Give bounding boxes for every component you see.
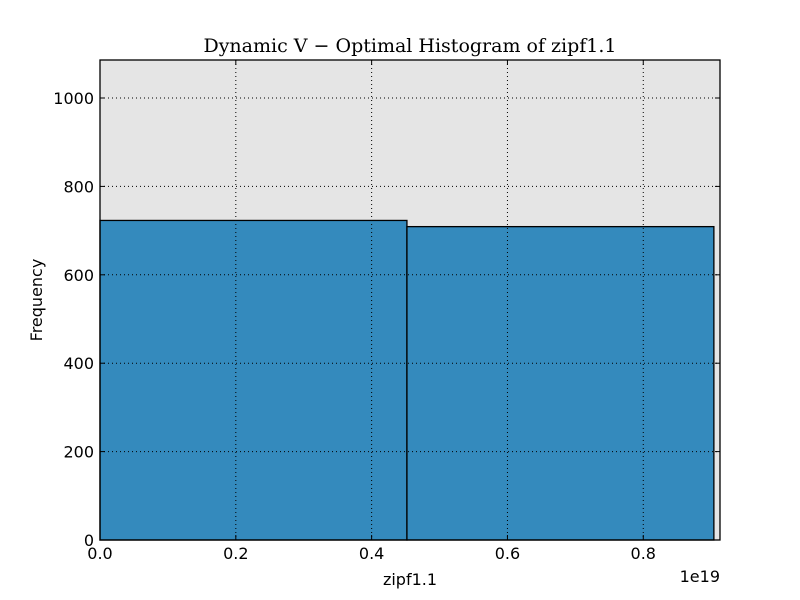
x-tick-label: 0.8 [631, 544, 656, 563]
y-axis-label: Frequency [27, 259, 46, 342]
y-tick-label: 400 [63, 354, 94, 373]
y-tick-label: 200 [63, 443, 94, 462]
x-tick-label: 0.0 [87, 544, 112, 563]
histogram-bar-1 [99, 219, 408, 541]
y-tick-label: 600 [63, 266, 94, 285]
x-axis-offset-label: 1e19 [680, 567, 720, 586]
chart-title: Dynamic V − Optimal Histogram of zipf1.1 [203, 35, 616, 57]
bars-layer [99, 219, 715, 541]
x-axis-label: zipf1.1 [383, 570, 437, 589]
grid-layer [100, 60, 720, 540]
x-tick-label: 0.4 [359, 544, 384, 563]
y-tick-label: 1000 [53, 89, 94, 108]
plot-frame [99, 59, 721, 541]
y-tick-label: 800 [63, 177, 94, 196]
x-tick-label: 0.6 [495, 544, 520, 563]
y-tick-label: 0 [84, 531, 94, 550]
x-tick-label: 0.2 [223, 544, 248, 563]
histogram-bar-2 [406, 225, 715, 541]
ticks-layer: 0.0 0.2 0.4 0.6 0.8 0 200 400 600 800 1000 [53, 60, 720, 563]
